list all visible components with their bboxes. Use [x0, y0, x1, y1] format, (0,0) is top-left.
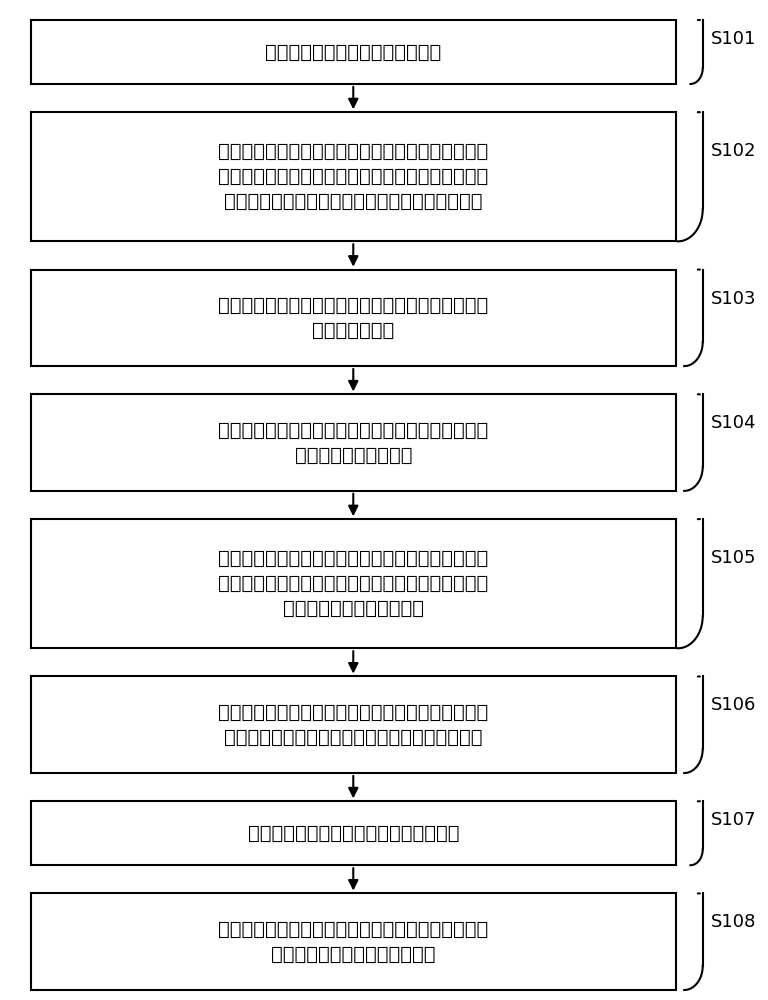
Text: 对所述铬层图案的光刻胶进行表面金属化: 对所述铬层图案的光刻胶进行表面金属化	[247, 824, 459, 843]
FancyBboxPatch shape	[31, 20, 676, 84]
FancyBboxPatch shape	[31, 112, 676, 241]
Text: S101: S101	[710, 30, 756, 48]
Text: S107: S107	[710, 811, 756, 829]
FancyBboxPatch shape	[31, 270, 676, 366]
Text: S106: S106	[710, 696, 756, 714]
Text: 利用目标图案的负性掩膜板对所述衬底的正性光刻胶
进行曝光，显影后，得到图形化的光刻胶；其中，在
显影后，在所述曝光的光刻胶区域内露出所述衬底: 利用目标图案的负性掩膜板对所述衬底的正性光刻胶 进行曝光，显影后，得到图形化的光…	[218, 142, 488, 211]
Text: S102: S102	[710, 142, 756, 160]
Text: S104: S104	[710, 414, 756, 432]
Text: S103: S103	[710, 290, 756, 308]
FancyBboxPatch shape	[31, 676, 676, 773]
Text: S108: S108	[710, 913, 756, 931]
Text: 利用所述铬层图案对所述衬底上的所述铬层图案上的
光刻胶进行曝光，显影后，得到铬层图案的光刻胶: 利用所述铬层图案对所述衬底上的所述铬层图案上的 光刻胶进行曝光，显影后，得到铬层…	[218, 703, 488, 747]
Text: 通过微电铸对金属化后的所述铬层图案的光刻胶进行
金属镍阳模电铸，得到镍阳模具: 通过微电铸对金属化后的所述铬层图案的光刻胶进行 金属镍阳模电铸，得到镍阳模具	[218, 920, 488, 964]
FancyBboxPatch shape	[31, 893, 676, 990]
Text: 对所述铬层图案进行增粘剂六甲基二硅胺蒸镀，用以
增强所述铬层图案与光刻胶的粘附性，并在所述铬层
图案上均匀旋涂正性光刻胶: 对所述铬层图案进行增粘剂六甲基二硅胺蒸镀，用以 增强所述铬层图案与光刻胶的粘附性…	[218, 549, 488, 618]
FancyBboxPatch shape	[31, 519, 676, 648]
FancyBboxPatch shape	[31, 801, 676, 865]
Text: 在具有所述图形化的光刻胶的所述衬底上溅镀铬，形
成均匀铬层图案: 在具有所述图形化的光刻胶的所述衬底上溅镀铬，形 成均匀铬层图案	[218, 296, 488, 340]
FancyBboxPatch shape	[31, 394, 676, 491]
Text: 将所述衬底分别置于丙酮、酒精中超声清洗，用以去
除所述图形化的光刻胶: 将所述衬底分别置于丙酮、酒精中超声清洗，用以去 除所述图形化的光刻胶	[218, 421, 488, 465]
Text: 在衬底的正面均匀旋涂正性光刻胶: 在衬底的正面均匀旋涂正性光刻胶	[265, 42, 442, 61]
Text: S105: S105	[710, 549, 756, 567]
